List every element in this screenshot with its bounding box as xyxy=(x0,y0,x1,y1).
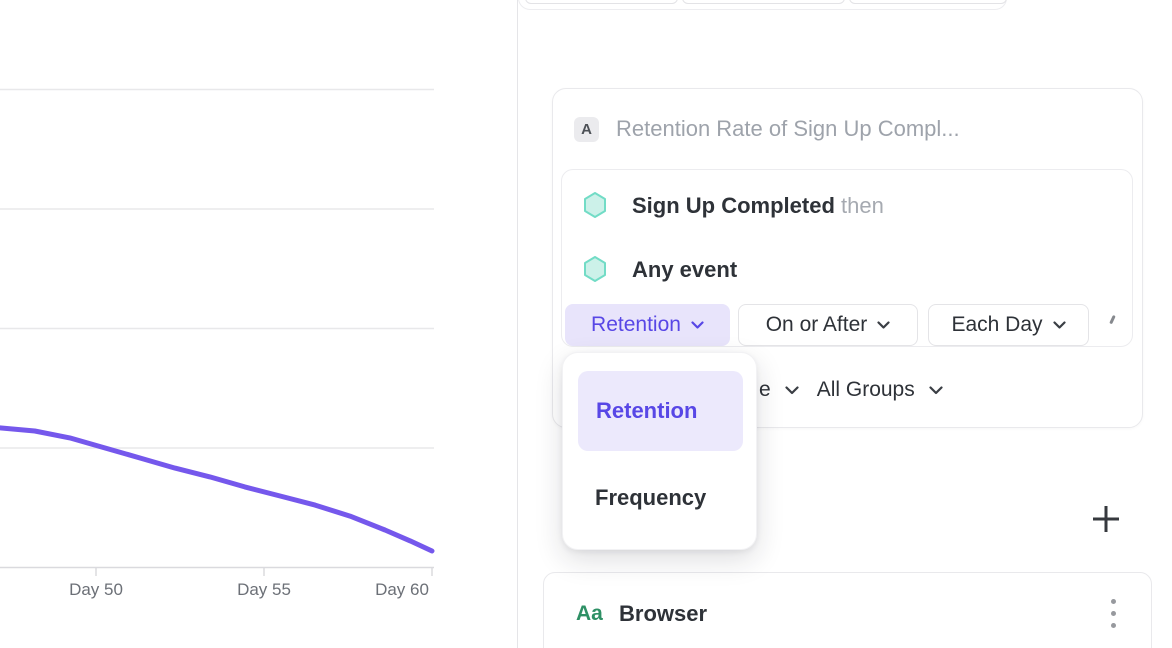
panel-divider xyxy=(517,0,518,648)
event-hexagon-icon xyxy=(583,255,607,288)
retention-line-chart-svg xyxy=(0,88,435,576)
interval-value: Each Day xyxy=(951,313,1043,336)
chevron-down-icon xyxy=(1052,321,1066,329)
string-property-icon: Aa xyxy=(576,602,603,625)
x-tick-label: Day 50 xyxy=(69,580,123,599)
query-badge: A xyxy=(574,117,599,142)
event-name: Sign Up Completed then xyxy=(632,183,884,228)
x-tick-label: Day 55 xyxy=(237,580,291,599)
retention-series-line xyxy=(0,425,435,554)
top-cutoff-control-3[interactable] xyxy=(849,0,1007,4)
event-block: Sign Up Completed then Any event Retenti… xyxy=(561,169,1133,347)
menu-item-retention[interactable]: Retention xyxy=(578,371,743,451)
event-hexagon-icon xyxy=(583,191,607,224)
breakdown-card: Aa Browser xyxy=(543,572,1152,648)
event-row-2[interactable]: Any event xyxy=(562,247,1132,292)
retention-chart: Day 50 Day 55 Day 60 xyxy=(0,0,517,648)
event-name-text: Any event xyxy=(632,257,738,282)
group-by-row[interactable]: e All Groups xyxy=(759,376,943,404)
plus-icon xyxy=(1093,506,1119,532)
hidden-dropdown-fragment: e xyxy=(759,378,771,401)
interval-dropdown-button[interactable]: Each Day xyxy=(928,304,1089,346)
query-title-input[interactable]: Retention Rate of Sign Up Compl... xyxy=(616,116,960,141)
measured-as-value: Retention xyxy=(591,313,681,336)
event-row-1[interactable]: Sign Up Completed then xyxy=(562,183,1132,228)
x-tick-label: Day 60 xyxy=(375,580,429,599)
top-cutoff-control-2[interactable] xyxy=(682,0,845,4)
on-or-after-value: On or After xyxy=(765,313,868,336)
kebab-menu-icon[interactable] xyxy=(1104,599,1122,633)
menu-item-frequency[interactable]: Frequency xyxy=(595,485,707,510)
event-suffix: then xyxy=(841,193,884,218)
measured-as-dropdown-button[interactable]: Retention xyxy=(565,304,730,346)
top-cutoff-control-1[interactable] xyxy=(525,0,678,4)
breakdown-property-name: Browser xyxy=(619,601,708,626)
event-name: Any event xyxy=(632,247,737,292)
chevron-down-icon xyxy=(929,385,943,394)
all-groups-dropdown: All Groups xyxy=(816,378,915,401)
query-card: A Retention Rate of Sign Up Compl... Sig… xyxy=(552,88,1143,428)
chevron-down-icon xyxy=(691,321,704,329)
event-name-text: Sign Up Completed xyxy=(632,193,835,218)
add-breakdown-button[interactable] xyxy=(1090,503,1122,535)
chevron-down-icon xyxy=(785,385,799,394)
on-or-after-dropdown-button[interactable]: On or After xyxy=(738,304,918,346)
measured-as-dropdown-menu: Retention Frequency xyxy=(562,352,757,550)
chevron-down-icon xyxy=(877,321,890,329)
